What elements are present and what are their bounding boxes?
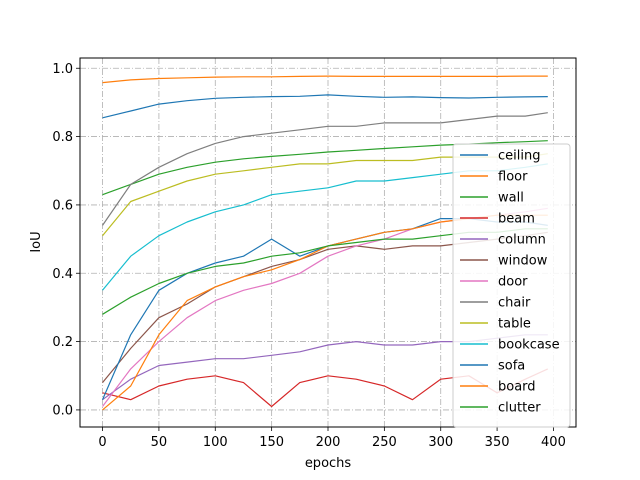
y-axis-label: IoU <box>29 231 44 252</box>
x-tick-label: 400 <box>541 435 566 450</box>
y-tick-label: 0.6 <box>52 198 73 213</box>
series-line-floor <box>102 75 548 84</box>
x-tick-label: 200 <box>316 435 341 450</box>
series-line-ceiling <box>102 94 548 119</box>
x-tick-label: 350 <box>485 435 510 450</box>
x-tick-label: 300 <box>428 435 453 450</box>
x-tick-label: 250 <box>372 435 397 450</box>
legend-label-clutter: clutter <box>498 401 541 416</box>
legend-box <box>452 143 571 428</box>
legend-label-ceiling: ceiling <box>498 149 540 164</box>
legend-label-beam: beam <box>498 212 535 227</box>
legend-label-sofa: sofa <box>498 359 525 374</box>
legend-label-table: table <box>498 317 531 332</box>
legend: ceiling floor wall beam column window door chai… <box>452 143 571 428</box>
x-tick-label: 100 <box>203 435 228 450</box>
legend-label-door: door <box>498 275 528 290</box>
legend-label-column: column <box>498 233 546 248</box>
y-tick-label: 1.0 <box>52 62 73 77</box>
series-line-chair <box>102 112 548 226</box>
x-tick-label: 50 <box>151 435 168 450</box>
legend-label-bookcase: bookcase <box>498 338 560 353</box>
y-tick-label: 0.0 <box>52 403 73 418</box>
x-axis-label: epochs <box>305 456 352 471</box>
x-axis-ticks: 0 50 100 150 200 250 300 350 400 <box>98 427 566 450</box>
y-tick-label: 0.4 <box>52 267 73 282</box>
legend-label-wall: wall <box>498 191 524 206</box>
y-tick-label: 0.2 <box>52 335 73 350</box>
legend-label-window: window <box>498 254 548 269</box>
y-tick-label: 0.8 <box>52 130 73 145</box>
y-axis-ticks: 0.0 0.2 0.4 0.6 0.8 1.0 <box>52 62 80 418</box>
legend-label-floor: floor <box>498 170 528 185</box>
x-tick-label: 0 <box>98 435 106 450</box>
legend-label-board: board <box>498 380 536 395</box>
x-tick-label: 150 <box>259 435 284 450</box>
legend-label-chair: chair <box>498 296 531 311</box>
